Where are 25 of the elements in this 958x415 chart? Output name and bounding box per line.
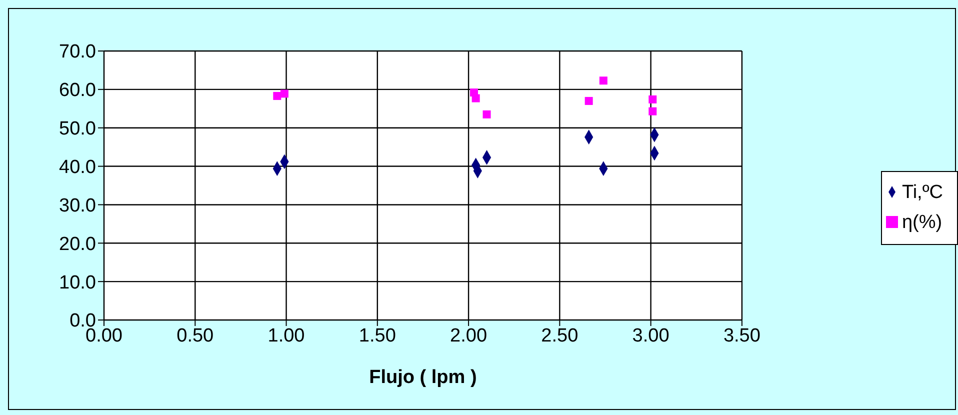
- x-tick-label: 3.50: [723, 325, 760, 346]
- point: [482, 110, 491, 118]
- point: [648, 95, 657, 104]
- point: [280, 90, 288, 98]
- y-tick-label: 20.0: [59, 234, 96, 255]
- x-tick-label: 2.50: [541, 325, 578, 346]
- point: [584, 96, 593, 105]
- y-tick-label: 70.0: [59, 42, 96, 63]
- legend-label: η(%): [902, 212, 942, 232]
- x-tick-label: 2.00: [450, 325, 488, 346]
- y-tick-label: 30.0: [59, 195, 96, 216]
- x-tick-label: 1.00: [268, 325, 305, 346]
- x-tick-label: 0.50: [176, 325, 214, 346]
- y-tick-label: 40.0: [59, 157, 96, 178]
- point: [472, 94, 480, 102]
- y-tick-label: 50.0: [59, 118, 96, 140]
- x-tick-label: 3.00: [632, 325, 670, 346]
- point: [599, 76, 608, 85]
- point: [273, 92, 282, 100]
- y-tick-label: 10.0: [59, 272, 96, 294]
- x-tick-label: 1.50: [358, 325, 396, 346]
- x-axis-title: Flujo ( lpm ): [369, 367, 477, 388]
- y-tick-label: 60.0: [59, 80, 96, 102]
- legend-label: Ti,ºC: [902, 182, 943, 202]
- point: [648, 107, 657, 116]
